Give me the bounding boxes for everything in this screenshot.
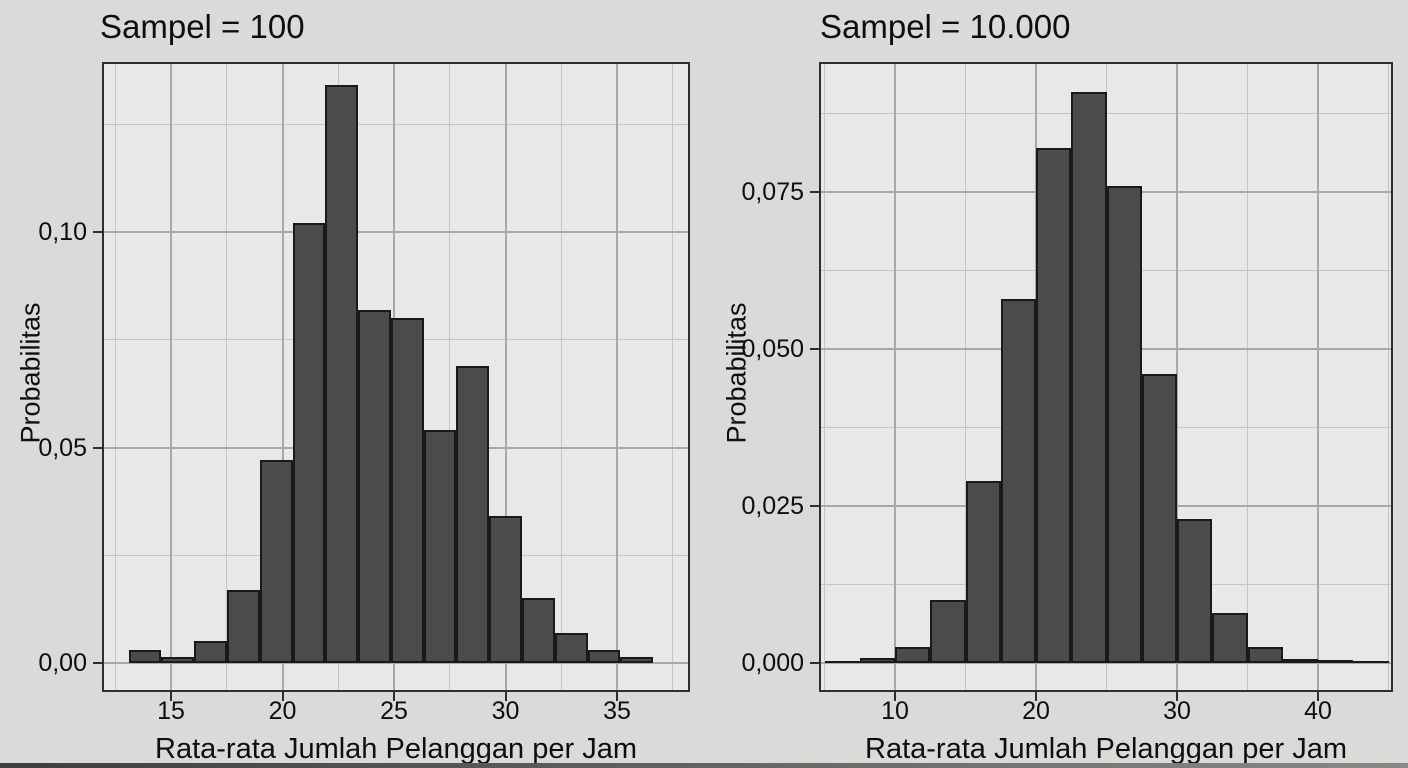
x-axis-tick: [170, 692, 172, 701]
y-axis-tick: [93, 662, 102, 664]
gridline-minor-vertical: [560, 64, 562, 690]
x-axis-tick: [393, 692, 395, 701]
x-axis-tick: [504, 692, 507, 701]
histogram-bar: [825, 661, 860, 663]
gridline-major-horizontal: [104, 662, 688, 664]
gridline-minor-horizontal: [104, 123, 688, 125]
y-tick-label: 0,00: [38, 649, 87, 677]
right-y-axis-label: Probabilitas: [721, 302, 752, 444]
y-tick-label: 0,025: [741, 492, 804, 520]
y-tick-label: 0,075: [741, 178, 804, 206]
histogram-bar: [1071, 91, 1107, 663]
gridline-minor-vertical: [672, 64, 674, 690]
histogram-bar: [588, 650, 620, 663]
histogram-bar: [555, 632, 588, 663]
x-tick-label: 10: [881, 697, 909, 725]
y-tick-label: 0,000: [741, 649, 804, 677]
histogram-bar: [1353, 661, 1389, 663]
histogram-bar: [966, 480, 1001, 663]
histogram-bar: [620, 656, 653, 663]
y-axis-tick: [93, 231, 102, 233]
gridline-major-horizontal: [821, 662, 1391, 664]
gridline-minor-vertical: [114, 64, 116, 690]
gridline-major-vertical: [170, 64, 172, 690]
y-tick-label: 0,050: [741, 335, 804, 363]
histogram-bar: [129, 650, 161, 663]
gridline-major-vertical: [894, 64, 896, 690]
left-x-axis-label: Rata-rata Jumlah Pelanggan per Jam: [155, 733, 637, 765]
histogram-bar: [489, 516, 522, 663]
gridline-minor-vertical: [824, 64, 825, 690]
histogram-bar: [456, 365, 489, 663]
gridline-minor-vertical: [1388, 64, 1389, 690]
y-axis-tick: [810, 191, 819, 193]
x-axis-tick: [1035, 692, 1037, 701]
y-tick-label: 0,05: [38, 433, 87, 462]
histogram-bar: [1107, 185, 1142, 663]
left-histogram-panel: [102, 62, 690, 692]
histogram-bar: [895, 647, 930, 663]
histogram-bar: [391, 318, 424, 663]
x-tick-label: 20: [1022, 697, 1050, 725]
right-histogram-panel: [819, 62, 1393, 692]
x-tick-label: 30: [491, 697, 520, 725]
left-y-axis-label: Probabilitas: [15, 302, 46, 444]
x-tick-label: 25: [380, 697, 408, 725]
histogram-bar: [293, 223, 325, 663]
x-axis-tick: [281, 692, 284, 701]
histogram-bar: [358, 309, 391, 663]
histogram-bar: [1318, 660, 1353, 663]
left-panel-title: Sampel = 100: [100, 8, 305, 45]
x-tick-label: 40: [1304, 697, 1332, 725]
histogram-bar: [325, 85, 358, 663]
y-axis-tick: [810, 505, 819, 507]
histogram-bar: [227, 589, 260, 663]
gridline-minor-vertical: [449, 64, 451, 690]
histogram-bar: [161, 656, 194, 663]
gridline-minor-vertical: [1247, 64, 1248, 690]
gridline-major-vertical: [616, 64, 618, 690]
gridline-major-vertical: [504, 64, 507, 690]
y-axis-tick: [810, 662, 819, 664]
x-axis-tick: [1176, 692, 1178, 701]
histogram-bar: [194, 641, 227, 663]
histogram-bar: [1001, 298, 1036, 663]
photo-edge-shadow: [0, 763, 1408, 768]
gridline-major-vertical: [1176, 64, 1178, 690]
histogram-bar: [1283, 658, 1318, 663]
x-tick-label: 30: [1163, 697, 1191, 725]
histogram-bar: [930, 600, 966, 663]
right-panel-title: Sampel = 10.000: [820, 8, 1071, 45]
y-axis-tick: [810, 348, 819, 350]
x-tick-label: 35: [603, 697, 631, 725]
x-tick-label: 15: [157, 697, 185, 725]
gridline-minor-vertical: [965, 64, 966, 690]
histogram-bar: [860, 657, 895, 663]
y-tick-label: 0,10: [38, 218, 87, 246]
right-x-axis-label: Rata-rata Jumlah Pelanggan per Jam: [865, 733, 1347, 765]
x-tick-label: 20: [268, 697, 297, 725]
x-axis-tick: [616, 692, 618, 701]
gridline-major-horizontal: [104, 231, 688, 233]
histogram-bar: [260, 460, 293, 663]
histogram-bar: [1248, 647, 1283, 663]
histogram-bar: [1036, 148, 1071, 663]
gridline-major-vertical: [281, 64, 284, 690]
histogram-bar: [424, 430, 456, 663]
histogram-bar: [1212, 612, 1248, 663]
histogram-bar: [1142, 374, 1177, 663]
y-axis-tick: [93, 446, 102, 449]
gridline-major-vertical: [1317, 64, 1319, 690]
x-axis-tick: [894, 692, 896, 701]
gridline-minor-vertical: [226, 64, 228, 690]
histogram-bar: [1177, 518, 1212, 663]
histogram-bar: [522, 598, 555, 663]
x-axis-tick: [1317, 692, 1319, 701]
